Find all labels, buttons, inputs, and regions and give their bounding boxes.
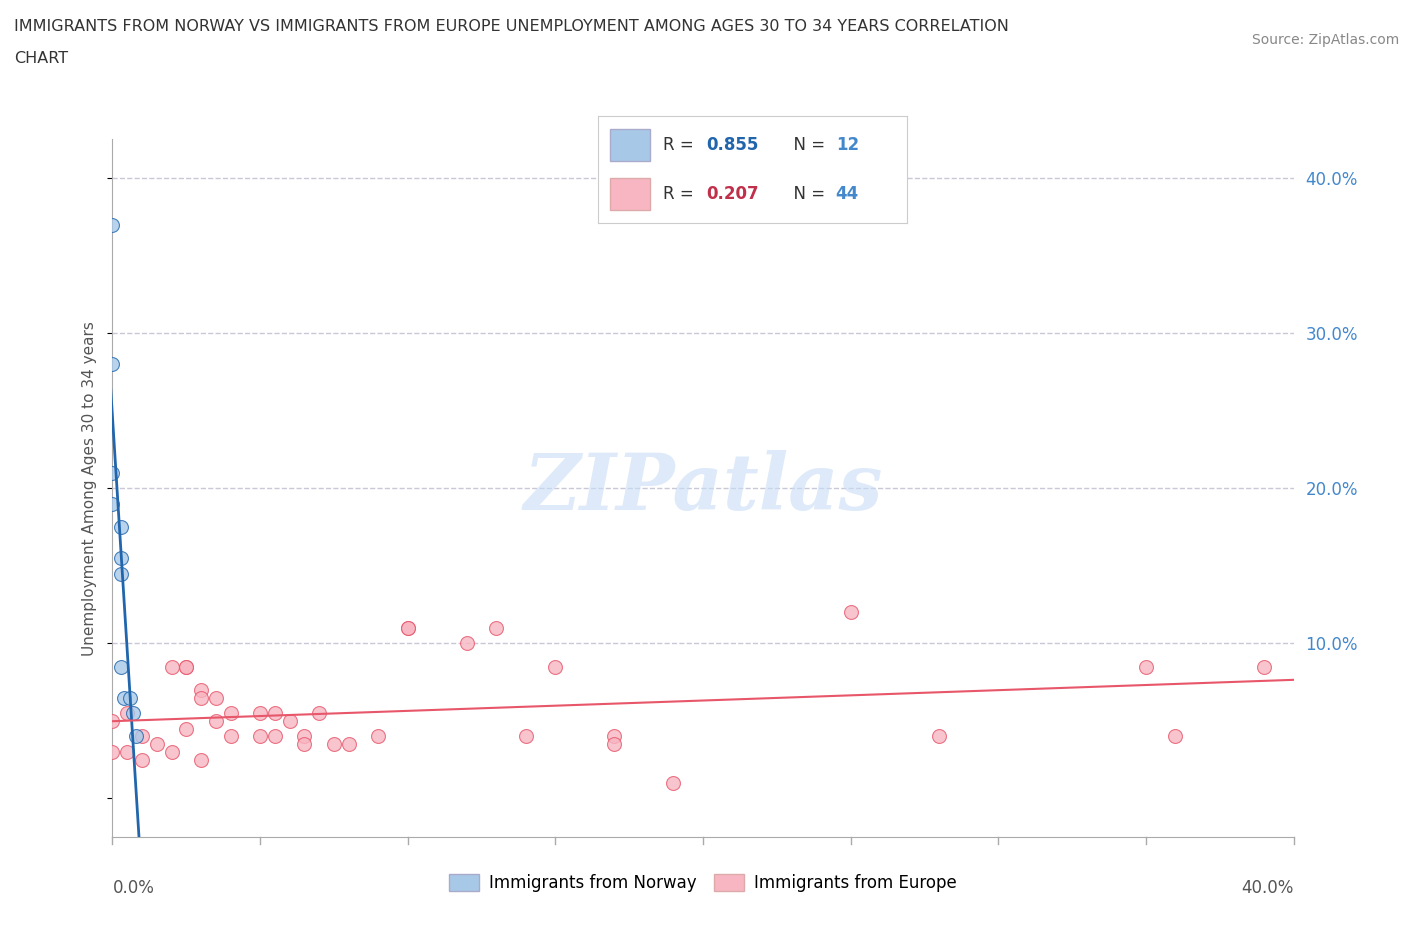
Point [323,737,346,751]
Point [160,659,183,674]
Point [131,752,153,767]
Point [337,737,360,751]
Point [292,729,315,744]
Point [110,520,132,535]
Point [146,737,169,751]
Point [205,690,228,705]
Point [544,659,567,674]
Text: Source: ZipAtlas.com: Source: ZipAtlas.com [1251,33,1399,46]
Point [249,706,271,721]
Text: 0.207: 0.207 [706,185,758,204]
Point [396,620,419,635]
Text: 0.0%: 0.0% [112,879,155,897]
Point [219,706,242,721]
Point [110,566,132,581]
Point [117,706,138,721]
Point [278,713,301,728]
Point [101,713,124,728]
Text: R =: R = [662,185,699,204]
Point [264,706,287,721]
Text: IMMIGRANTS FROM NORWAY VS IMMIGRANTS FROM EUROPE UNEMPLOYMENT AMONG AGES 30 TO 3: IMMIGRANTS FROM NORWAY VS IMMIGRANTS FRO… [14,19,1010,33]
Text: CHART: CHART [14,51,67,66]
Point [396,620,419,635]
Point [308,706,330,721]
Point [174,721,197,736]
Point [190,690,212,705]
Text: ZIPatlas: ZIPatlas [523,450,883,526]
Bar [610,129,650,161]
Point [101,744,124,759]
Point [174,659,197,674]
Point [1253,659,1275,674]
Point [101,218,124,232]
Point [131,729,153,744]
Point [101,497,124,512]
Point [205,713,228,728]
Bar [610,179,650,210]
Text: 44: 44 [835,185,859,204]
Point [367,729,389,744]
Point [160,744,183,759]
Text: R =: R = [662,136,699,154]
Text: N =: N = [783,136,831,154]
Y-axis label: Unemployment Among Ages 30 to 34 years: Unemployment Among Ages 30 to 34 years [82,321,97,656]
Point [662,776,685,790]
Text: 40.0%: 40.0% [1241,879,1294,897]
Legend: Immigrants from Norway, Immigrants from Europe: Immigrants from Norway, Immigrants from … [443,867,963,898]
Point [292,737,315,751]
Point [190,752,212,767]
Point [101,357,124,372]
Text: 0.855: 0.855 [706,136,758,154]
Point [110,659,132,674]
Point [219,729,242,744]
Point [117,744,138,759]
Point [101,465,124,480]
Point [515,729,537,744]
Point [839,604,862,619]
Point [928,729,950,744]
Text: 12: 12 [835,136,859,154]
Point [264,729,287,744]
Point [120,690,142,705]
Point [122,706,145,721]
Point [485,620,508,635]
Point [1135,659,1157,674]
Point [174,659,197,674]
Point [1164,729,1187,744]
Point [603,737,626,751]
Point [456,636,478,651]
Point [125,729,148,744]
Point [110,551,132,565]
Text: N =: N = [783,185,831,204]
Point [112,690,135,705]
Point [603,729,626,744]
Point [249,729,271,744]
Point [190,683,212,698]
